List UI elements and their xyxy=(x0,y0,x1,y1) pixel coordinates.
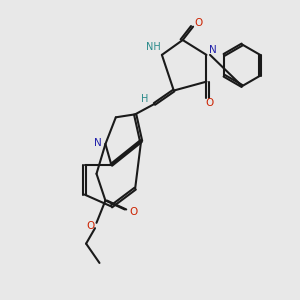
Text: N: N xyxy=(209,45,217,56)
Text: O: O xyxy=(129,207,137,218)
Text: H: H xyxy=(141,94,148,103)
Text: N: N xyxy=(94,138,102,148)
Text: NH: NH xyxy=(146,43,161,52)
Text: O: O xyxy=(205,98,214,108)
Text: O: O xyxy=(86,221,95,231)
Text: O: O xyxy=(194,18,202,28)
